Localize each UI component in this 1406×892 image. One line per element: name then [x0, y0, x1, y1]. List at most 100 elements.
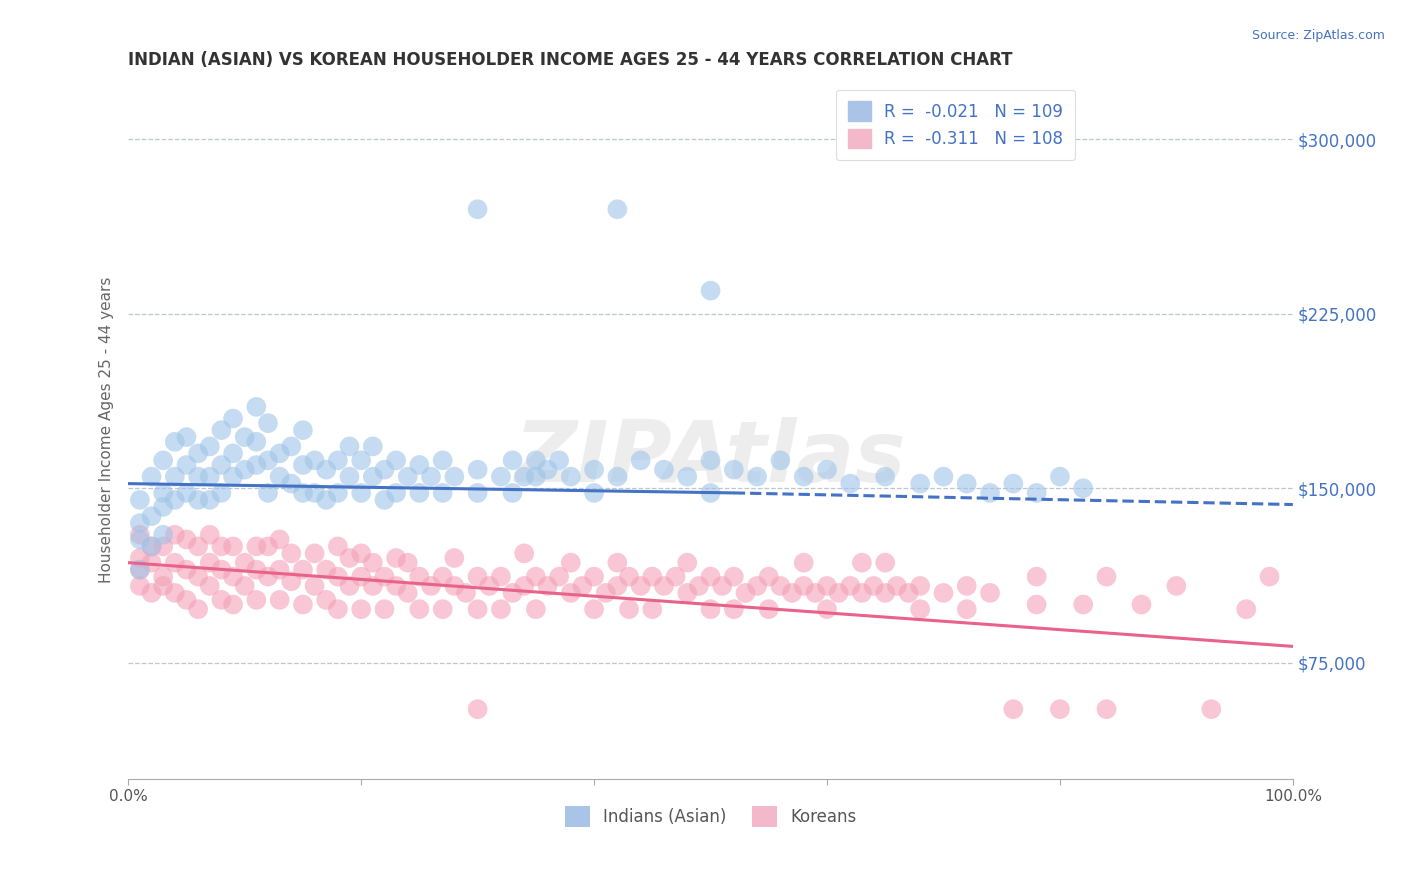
Point	[793, 556, 815, 570]
Point	[152, 528, 174, 542]
Point	[128, 516, 150, 530]
Point	[524, 569, 547, 583]
Point	[233, 579, 256, 593]
Point	[665, 569, 688, 583]
Point	[1234, 602, 1257, 616]
Point	[176, 458, 198, 472]
Point	[350, 569, 373, 583]
Point	[233, 430, 256, 444]
Point	[432, 486, 454, 500]
Point	[875, 586, 897, 600]
Point	[245, 540, 267, 554]
Point	[176, 430, 198, 444]
Point	[1002, 476, 1025, 491]
Point	[815, 463, 838, 477]
Point	[606, 469, 628, 483]
Point	[1166, 579, 1188, 593]
Point	[513, 469, 536, 483]
Point	[141, 540, 163, 554]
Point	[932, 469, 955, 483]
Point	[758, 569, 780, 583]
Point	[222, 540, 245, 554]
Point	[176, 563, 198, 577]
Point	[467, 569, 489, 583]
Point	[956, 476, 979, 491]
Point	[420, 469, 443, 483]
Point	[583, 569, 606, 583]
Point	[396, 469, 419, 483]
Point	[326, 602, 349, 616]
Point	[595, 586, 617, 600]
Point	[443, 579, 465, 593]
Point	[956, 579, 979, 593]
Point	[163, 556, 186, 570]
Point	[443, 551, 465, 566]
Point	[291, 423, 314, 437]
Point	[209, 423, 232, 437]
Point	[163, 528, 186, 542]
Point	[908, 476, 931, 491]
Point	[432, 602, 454, 616]
Point	[209, 458, 232, 472]
Point	[571, 579, 593, 593]
Point	[862, 579, 884, 593]
Point	[280, 546, 302, 560]
Point	[141, 469, 163, 483]
Point	[524, 469, 547, 483]
Point	[291, 458, 314, 472]
Point	[606, 202, 628, 217]
Point	[676, 586, 699, 600]
Point	[339, 469, 361, 483]
Point	[163, 434, 186, 449]
Point	[176, 593, 198, 607]
Point	[979, 486, 1001, 500]
Point	[513, 546, 536, 560]
Point	[1258, 569, 1281, 583]
Point	[548, 453, 571, 467]
Point	[152, 569, 174, 583]
Point	[315, 492, 337, 507]
Point	[897, 586, 920, 600]
Point	[688, 579, 710, 593]
Point	[315, 563, 337, 577]
Point	[827, 586, 849, 600]
Point	[432, 453, 454, 467]
Point	[583, 463, 606, 477]
Point	[245, 563, 267, 577]
Point	[198, 579, 221, 593]
Point	[361, 439, 384, 453]
Point	[583, 486, 606, 500]
Point	[257, 453, 280, 467]
Point	[1025, 598, 1047, 612]
Point	[233, 463, 256, 477]
Point	[630, 453, 652, 467]
Point	[536, 579, 558, 593]
Point	[734, 586, 756, 600]
Point	[723, 463, 745, 477]
Point	[187, 492, 209, 507]
Point	[326, 540, 349, 554]
Point	[350, 602, 373, 616]
Point	[269, 563, 291, 577]
Point	[478, 579, 501, 593]
Point	[396, 556, 419, 570]
Point	[583, 602, 606, 616]
Point	[291, 598, 314, 612]
Point	[699, 453, 721, 467]
Point	[152, 540, 174, 554]
Point	[676, 469, 699, 483]
Point	[361, 556, 384, 570]
Point	[956, 602, 979, 616]
Point	[699, 602, 721, 616]
Point	[163, 469, 186, 483]
Point	[163, 586, 186, 600]
Point	[128, 533, 150, 547]
Point	[699, 569, 721, 583]
Point	[209, 540, 232, 554]
Point	[141, 586, 163, 600]
Point	[187, 446, 209, 460]
Point	[502, 453, 524, 467]
Point	[560, 469, 582, 483]
Point	[315, 593, 337, 607]
Point	[979, 586, 1001, 600]
